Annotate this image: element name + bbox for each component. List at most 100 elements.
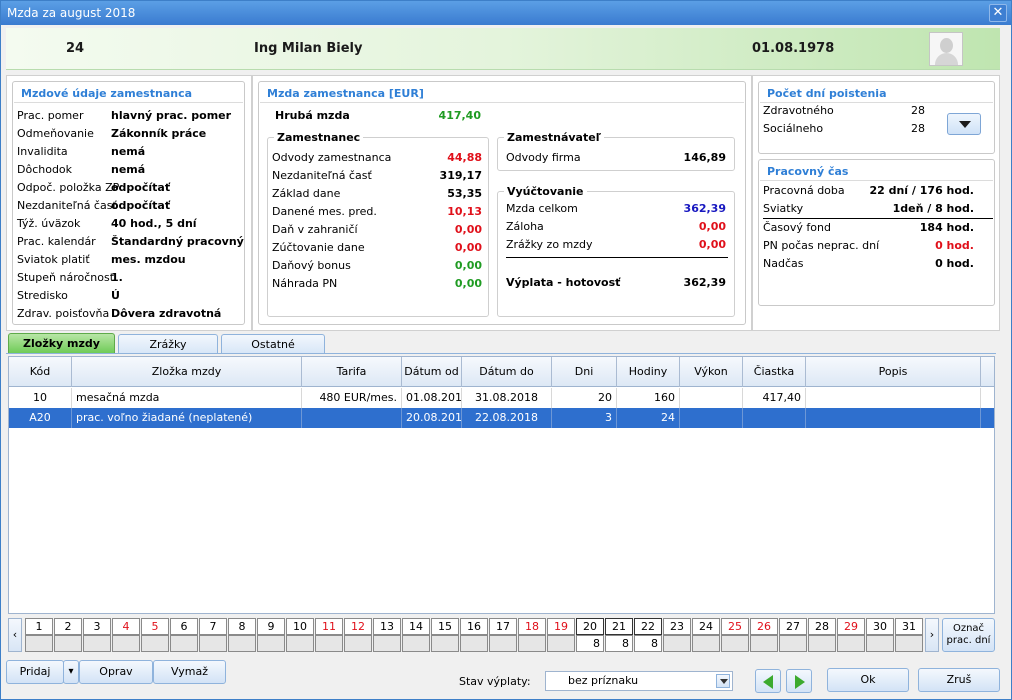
scroll-left-icon[interactable]: ‹	[8, 618, 22, 652]
day-number[interactable]: 23	[663, 618, 691, 635]
add-button[interactable]: Pridaj	[6, 660, 64, 684]
day-hours[interactable]	[344, 635, 372, 652]
day-hours[interactable]	[141, 635, 169, 652]
day-hours[interactable]	[750, 635, 778, 652]
day-number[interactable]: 19	[547, 618, 575, 635]
employee-details-group: Mzdové údaje zamestnanca Prac. pomer hlav…	[12, 81, 245, 325]
day-hours[interactable]: 8	[634, 635, 662, 652]
column-header[interactable]: Tarifa	[302, 357, 402, 387]
mark-work-days-button[interactable]: Označ prac. dní	[942, 618, 995, 652]
prev-record-button[interactable]	[755, 669, 781, 693]
worktime-label: Časový fond	[763, 221, 831, 234]
day-number[interactable]: 28	[808, 618, 836, 635]
employee-item-value: 44,88	[447, 151, 482, 164]
column-header[interactable]: Zložka mzdy	[72, 357, 302, 387]
day-hours[interactable]	[54, 635, 82, 652]
day-number[interactable]: 15	[431, 618, 459, 635]
scroll-right-icon[interactable]: ›	[925, 618, 939, 652]
tab-other[interactable]: Ostatné	[221, 334, 325, 354]
ok-button[interactable]: Ok	[827, 668, 909, 692]
day-number[interactable]: 8	[228, 618, 256, 635]
day-hours[interactable]	[692, 635, 720, 652]
day-number[interactable]: 18	[518, 618, 546, 635]
day-hours[interactable]	[402, 635, 430, 652]
column-header[interactable]: Výkon	[680, 357, 743, 387]
day-hours[interactable]	[866, 635, 894, 652]
table-cell: 417,40	[743, 388, 806, 408]
cancel-button[interactable]: Zruš	[918, 668, 1000, 692]
day-hours[interactable]	[25, 635, 53, 652]
insurance-expand-button[interactable]	[947, 113, 981, 135]
day-number[interactable]: 7	[199, 618, 227, 635]
day-number[interactable]: 20	[576, 618, 604, 635]
day-hours[interactable]	[286, 635, 314, 652]
day-number[interactable]: 1	[25, 618, 53, 635]
day-hours[interactable]	[228, 635, 256, 652]
column-header[interactable]: Čiastka	[743, 357, 806, 387]
day-number[interactable]: 10	[286, 618, 314, 635]
chevron-down-icon[interactable]	[716, 674, 730, 688]
day-number[interactable]: 12	[344, 618, 372, 635]
day-hours[interactable]	[170, 635, 198, 652]
day-hours[interactable]	[721, 635, 749, 652]
day-number[interactable]: 6	[170, 618, 198, 635]
day-hours[interactable]	[779, 635, 807, 652]
day-hours[interactable]	[837, 635, 865, 652]
edit-button[interactable]: Oprav	[79, 660, 153, 684]
field-value: Ú	[111, 289, 120, 302]
tab-deductions[interactable]: Zrážky	[118, 334, 218, 354]
day-hours[interactable]	[431, 635, 459, 652]
day-hours[interactable]	[83, 635, 111, 652]
field-value: nemá	[111, 163, 146, 176]
day-hours[interactable]	[808, 635, 836, 652]
column-header[interactable]: Dátum od	[402, 357, 462, 387]
add-dropdown-icon[interactable]: ▾	[63, 660, 79, 684]
day-hours[interactable]	[315, 635, 343, 652]
day-hours[interactable]	[460, 635, 488, 652]
day-hours[interactable]	[518, 635, 546, 652]
column-header[interactable]: Dni	[552, 357, 617, 387]
column-header[interactable]: Dátum do	[462, 357, 552, 387]
day-hours[interactable]	[257, 635, 285, 652]
close-icon[interactable]: ✕	[989, 4, 1007, 22]
day-hours[interactable]: 8	[576, 635, 604, 652]
status-select[interactable]: bez príznaku	[545, 671, 733, 691]
day-number[interactable]: 3	[83, 618, 111, 635]
day-hours[interactable]	[895, 635, 923, 652]
day-number[interactable]: 25	[721, 618, 749, 635]
day-hours[interactable]	[373, 635, 401, 652]
day-number[interactable]: 14	[402, 618, 430, 635]
day-number[interactable]: 29	[837, 618, 865, 635]
column-header[interactable]: Kód	[9, 357, 72, 387]
day-hours[interactable]	[663, 635, 691, 652]
column-header[interactable]: Hodiny	[617, 357, 680, 387]
table-row[interactable]: A20 prac. voľno žiadané (neplatené) 20.08.…	[9, 408, 994, 428]
day-number[interactable]: 27	[779, 618, 807, 635]
next-record-button[interactable]	[786, 669, 812, 693]
wage-group: Mzda zamestnanca [EUR] Hrubá mzda 417,40…	[258, 81, 746, 325]
day-number[interactable]: 11	[315, 618, 343, 635]
day-hours[interactable]: 8	[605, 635, 633, 652]
employee-item-label: Základ dane	[272, 187, 341, 200]
day-number[interactable]: 16	[460, 618, 488, 635]
day-hours[interactable]	[199, 635, 227, 652]
day-number[interactable]: 21	[605, 618, 633, 635]
day-number[interactable]: 24	[692, 618, 720, 635]
column-header[interactable]: Popis	[806, 357, 981, 387]
day-number[interactable]: 2	[54, 618, 82, 635]
day-number[interactable]: 22	[634, 618, 662, 635]
day-number[interactable]: 30	[866, 618, 894, 635]
tab-wage-components[interactable]: Zložky mzdy	[8, 333, 115, 353]
day-number[interactable]: 5	[141, 618, 169, 635]
day-number[interactable]: 4	[112, 618, 140, 635]
day-number[interactable]: 31	[895, 618, 923, 635]
day-hours[interactable]	[489, 635, 517, 652]
day-number[interactable]: 17	[489, 618, 517, 635]
day-number[interactable]: 13	[373, 618, 401, 635]
delete-button[interactable]: Vymaž	[153, 660, 226, 684]
day-hours[interactable]	[112, 635, 140, 652]
day-hours[interactable]	[547, 635, 575, 652]
day-number[interactable]: 26	[750, 618, 778, 635]
day-number[interactable]: 9	[257, 618, 285, 635]
